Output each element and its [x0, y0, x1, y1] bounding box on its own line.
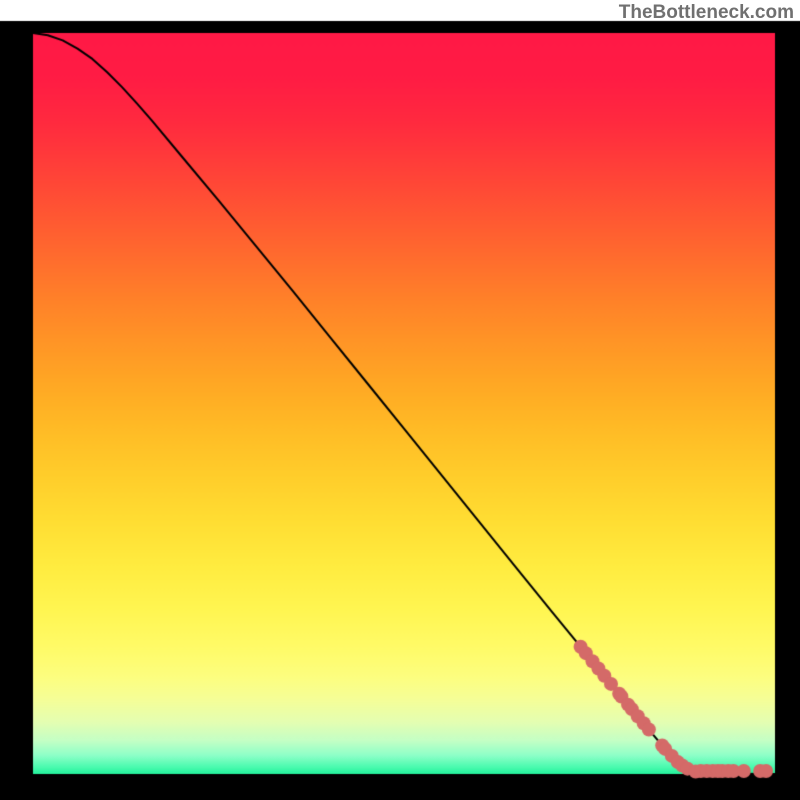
chart-container: TheBottleneck.com: [0, 0, 800, 800]
bottleneck-curve-chart: [0, 0, 800, 800]
watermark-text: TheBottleneck.com: [619, 2, 794, 24]
